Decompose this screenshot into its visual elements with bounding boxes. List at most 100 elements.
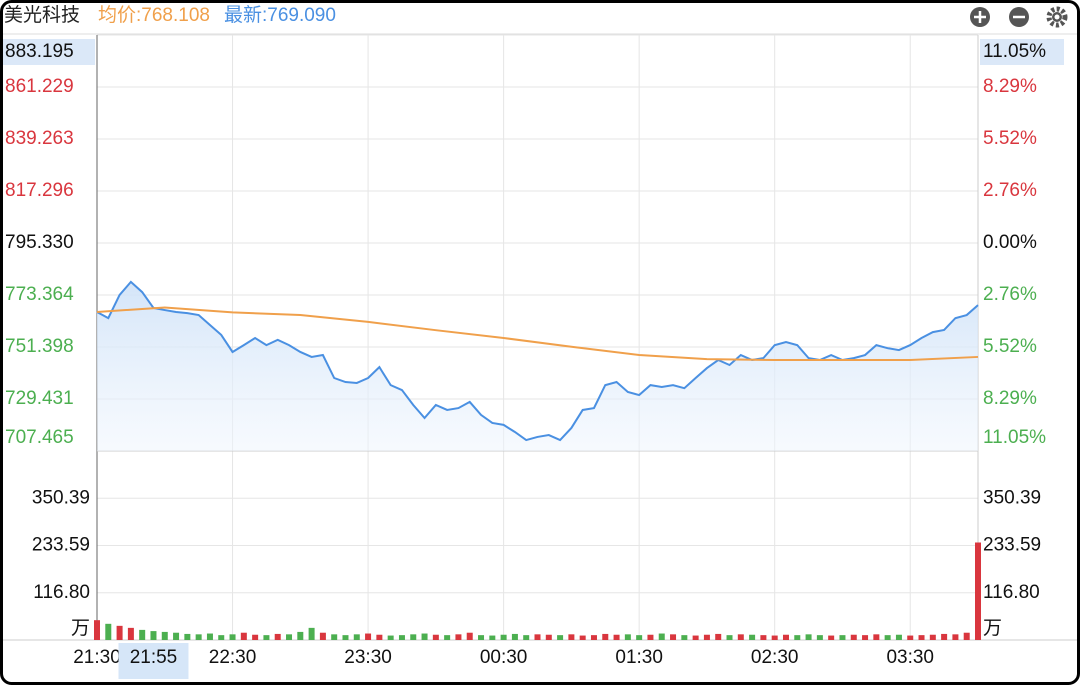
- volume-bar: [805, 634, 812, 640]
- volume-bar: [161, 631, 168, 640]
- volume-bar: [737, 634, 744, 640]
- volume-bar: [534, 634, 541, 640]
- y2-tick-label: 0.00%: [983, 232, 1037, 253]
- x-tick-label: 02:30: [751, 647, 799, 668]
- volume-bar: [907, 635, 914, 640]
- volume-bar: [794, 635, 801, 640]
- volume-bar: [410, 634, 417, 640]
- volume-bar: [963, 632, 970, 640]
- volume-bar: [229, 634, 236, 640]
- volume-bar: [489, 635, 496, 640]
- y-tick-label: 795.330: [5, 232, 74, 253]
- volume-unit: 万: [71, 618, 90, 639]
- y-tick-label: 883.195: [5, 41, 74, 62]
- volume-bar: [523, 635, 530, 640]
- volume-bar: [975, 542, 981, 640]
- y-tick-label: 707.465: [5, 427, 74, 448]
- legend-entry: 均价:768.108: [98, 4, 210, 26]
- x-tick-label: 22:30: [209, 647, 257, 668]
- volume-bar: [816, 635, 823, 640]
- volume-bar: [116, 625, 123, 640]
- volume-bar: [602, 633, 609, 640]
- volume-bar: [636, 635, 643, 640]
- volume-bar: [658, 633, 665, 640]
- volume-bar: [782, 634, 789, 640]
- volume-bar: [895, 634, 902, 640]
- volume-bar: [681, 635, 688, 640]
- volume-bar: [252, 634, 259, 640]
- y-tick-label: 751.398: [5, 336, 74, 357]
- volume-bar: [342, 635, 349, 640]
- volume-bar: [263, 635, 270, 640]
- y2-tick-label: 11.05%: [983, 427, 1046, 448]
- volume-unit: 万: [983, 618, 1002, 639]
- volume-bar: [466, 632, 473, 640]
- volume-bar: [500, 634, 507, 640]
- legend-entry: 最新:769.090: [224, 4, 336, 26]
- volume-bar: [941, 633, 948, 640]
- y-tick-label: 773.364: [5, 284, 74, 305]
- y2-tick-label: 2.76%: [983, 180, 1037, 201]
- volume-bar: [444, 635, 451, 640]
- volume-bar: [918, 635, 925, 640]
- volume-bar: [692, 635, 699, 640]
- volume-tick-label: 233.59: [32, 535, 90, 556]
- volume-bar: [297, 631, 304, 640]
- y-tick-label: 817.296: [5, 180, 74, 201]
- volume-bar: [286, 634, 293, 640]
- volume-bar: [952, 634, 959, 640]
- volume-bar: [624, 634, 631, 640]
- volume-bar: [94, 620, 100, 640]
- y2-tick-label: 11.05%: [983, 41, 1046, 62]
- x-tick-label: 21:30: [73, 647, 121, 668]
- volume-bar: [839, 635, 846, 640]
- volume-bar: [240, 632, 247, 640]
- y2-tick-label: 5.52%: [983, 336, 1037, 357]
- y-tick-label: 839.263: [5, 128, 74, 149]
- volume-bar: [726, 635, 733, 640]
- volume-bar: [139, 629, 146, 640]
- volume-bar: [365, 633, 372, 640]
- volume-bar: [929, 634, 936, 640]
- label-highlight: [3, 39, 95, 65]
- volume-bar: [274, 633, 281, 640]
- volume-bar: [184, 633, 191, 640]
- volume-bar: [218, 635, 225, 640]
- volume-bar: [884, 635, 891, 640]
- volume-bar: [308, 627, 315, 640]
- zoom-out[interactable]: [1009, 7, 1029, 27]
- volume-bar: [557, 635, 564, 640]
- volume-bar: [376, 634, 383, 640]
- volume-tick-label: 233.59: [983, 535, 1041, 556]
- volume-bar: [715, 633, 722, 640]
- zoom-in[interactable]: [970, 7, 990, 27]
- y2-tick-label: 8.29%: [983, 388, 1037, 409]
- volume-bar: [105, 623, 112, 640]
- volume-bar: [850, 634, 857, 640]
- volume-bar: [749, 634, 756, 640]
- volume-bar: [579, 635, 586, 640]
- volume-bar: [828, 635, 835, 640]
- volume-bar: [150, 631, 157, 640]
- volume-bar: [590, 635, 597, 640]
- x-tick-label: 03:30: [886, 647, 934, 668]
- volume-tick-label: 350.39: [32, 487, 90, 508]
- y-tick-label: 861.229: [5, 76, 74, 97]
- settings[interactable]: [1046, 6, 1068, 28]
- price-area: [97, 281, 978, 451]
- price-line: [96, 280, 979, 442]
- volume-bar: [206, 633, 213, 640]
- volume-bar: [613, 634, 620, 640]
- y-tick-label: 729.431: [5, 388, 74, 409]
- volume-bar: [173, 632, 180, 640]
- volume-bar: [862, 635, 869, 640]
- volume-bar: [432, 634, 439, 640]
- y2-tick-label: 2.76%: [983, 284, 1037, 305]
- volume-bar: [478, 635, 485, 640]
- volume-bar: [398, 635, 405, 640]
- volume-bar: [873, 634, 880, 640]
- volume-bar: [647, 634, 654, 640]
- volume-bar: [127, 627, 134, 640]
- volume-bar: [511, 633, 518, 640]
